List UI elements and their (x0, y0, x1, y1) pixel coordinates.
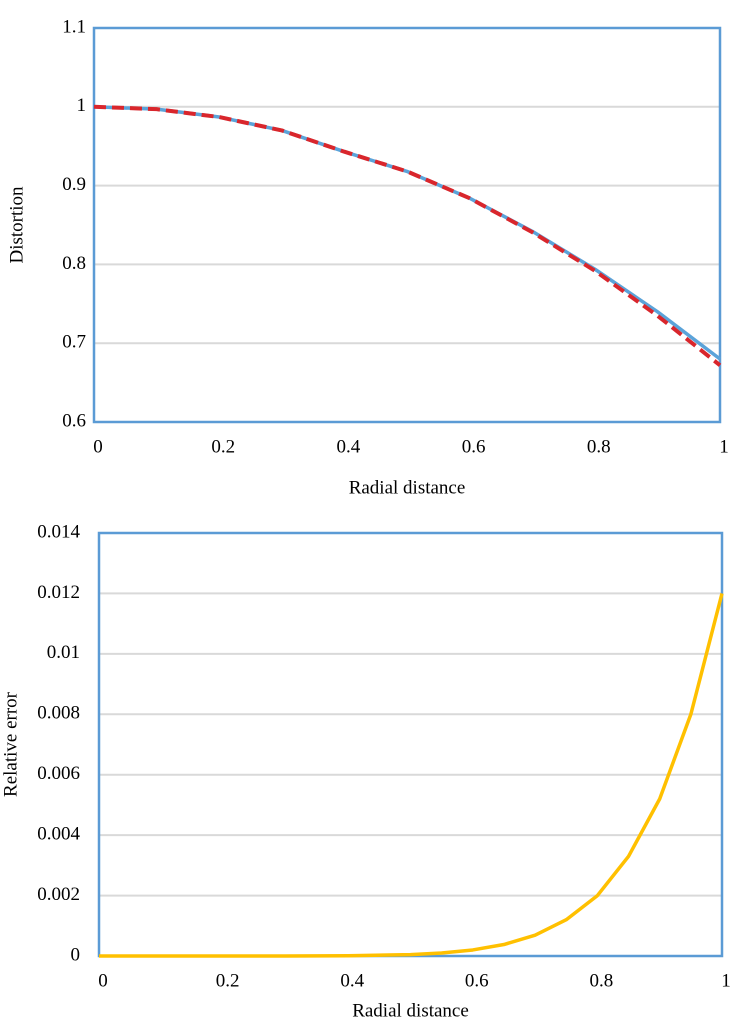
y-tick-label: 0.8 (62, 253, 86, 274)
x-tick-label: 0 (98, 970, 108, 991)
x-tick-label: 1 (719, 436, 729, 457)
x-axis-title: Radial distance (352, 1000, 469, 1021)
y-tick-label: 0.9 (62, 174, 86, 195)
x-tick-label: 0.8 (590, 970, 614, 991)
y-tick-label: 0.004 (37, 824, 80, 845)
x-tick-label: 0.6 (465, 970, 489, 991)
x-tick-label: 0.6 (462, 436, 486, 457)
x-tick-label: 1 (721, 970, 731, 991)
y-tick-label: 0 (71, 944, 81, 965)
x-tick-label: 0.2 (211, 436, 235, 457)
y-tick-label: 0.014 (37, 521, 80, 542)
plot-frame (92, 26, 722, 424)
x-tick-label: 0 (93, 436, 103, 457)
y-tick-label: 1 (77, 95, 87, 116)
x-tick-label: 0.4 (340, 970, 364, 991)
y-tick-label: 0.008 (37, 703, 80, 724)
y-tick-label: 1.1 (62, 16, 86, 37)
line-series (93, 105, 722, 361)
y-tick-label: 0.6 (62, 410, 86, 431)
line-series (99, 592, 724, 958)
x-tick-label: 0.2 (216, 970, 240, 991)
plot-frame (97, 531, 724, 958)
y-tick-label: 0.012 (37, 582, 80, 603)
y-axis-title: Relative error (0, 691, 21, 797)
y-tick-label: 0.002 (37, 884, 80, 905)
y-tick-label: 0.7 (62, 332, 86, 353)
y-tick-label: 0.01 (47, 642, 80, 663)
y-axis-title: Distortion (6, 186, 27, 264)
line-series (93, 104, 722, 367)
y-tick-label: 0.006 (37, 763, 80, 784)
x-tick-label: 0.4 (337, 436, 361, 457)
x-tick-label: 0.8 (587, 436, 611, 457)
x-axis-title: Radial distance (349, 477, 466, 498)
